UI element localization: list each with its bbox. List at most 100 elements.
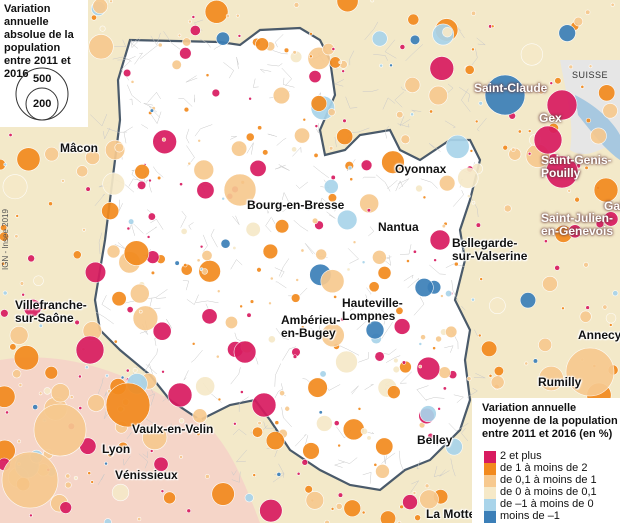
commune-border xyxy=(429,264,446,275)
population-circle xyxy=(375,464,390,479)
commune-border xyxy=(420,178,438,189)
population-circle xyxy=(91,14,97,21)
population-circle xyxy=(370,302,375,307)
population-circle xyxy=(262,149,269,156)
commune-border xyxy=(347,248,359,264)
commune-border xyxy=(358,352,370,363)
population-circle xyxy=(595,219,605,229)
commune-border xyxy=(444,345,454,353)
population-circle xyxy=(469,149,474,153)
population-circle xyxy=(128,218,135,225)
legend-label: de 1 à moins de 2 xyxy=(500,462,588,474)
commune-border xyxy=(275,164,286,170)
population-circle xyxy=(320,323,345,348)
population-circle xyxy=(370,0,375,3)
commune-border xyxy=(138,453,149,469)
commune-border xyxy=(145,364,157,374)
population-circle xyxy=(21,292,25,297)
commune-border xyxy=(163,31,181,50)
population-circle xyxy=(457,167,479,189)
population-circle xyxy=(257,420,262,426)
population-circle xyxy=(231,140,248,157)
population-circle xyxy=(366,435,372,441)
population-circle xyxy=(484,74,526,116)
commune-border xyxy=(231,471,241,483)
commune-border xyxy=(384,39,397,59)
population-circle xyxy=(352,240,357,245)
population-circle xyxy=(401,360,407,365)
population-circle xyxy=(1,451,59,509)
population-circle xyxy=(365,320,385,340)
population-circle xyxy=(19,281,25,286)
population-circle xyxy=(295,278,300,282)
population-circle xyxy=(137,516,142,522)
commune-border xyxy=(223,62,234,79)
population-circle xyxy=(368,281,380,293)
commune-border xyxy=(114,39,127,48)
population-circle xyxy=(215,31,230,46)
population-circle xyxy=(399,44,406,50)
population-circle xyxy=(72,250,82,260)
population-circle xyxy=(171,59,182,70)
population-circle xyxy=(543,239,548,244)
population-circle xyxy=(33,403,87,457)
commune-border xyxy=(383,454,387,465)
population-circle xyxy=(480,340,498,357)
population-circle xyxy=(414,278,434,298)
commune-border xyxy=(405,44,424,62)
population-circle xyxy=(432,346,436,350)
city-label-amberieu-en-bugey: Ambérieu- en-Bugey xyxy=(281,313,341,340)
population-circle xyxy=(337,443,341,448)
population-circle xyxy=(538,365,564,392)
population-circle xyxy=(310,95,328,112)
commune-border xyxy=(416,460,421,470)
population-circle xyxy=(379,510,397,523)
population-circle xyxy=(252,426,264,438)
commune-border xyxy=(397,123,410,128)
commune-border xyxy=(185,75,198,83)
credit: IGN - Insee 2019 xyxy=(1,209,10,270)
population-circle xyxy=(84,261,107,283)
population-circle xyxy=(445,290,453,298)
population-circle xyxy=(109,0,113,4)
population-circle xyxy=(605,312,617,324)
population-circle xyxy=(590,127,607,145)
population-circle xyxy=(249,159,267,177)
population-circle xyxy=(342,418,365,441)
population-circle xyxy=(76,165,89,178)
commune-border xyxy=(304,243,316,255)
population-circle xyxy=(389,63,393,68)
population-circle xyxy=(318,410,323,415)
commune-border xyxy=(403,274,414,282)
population-circle xyxy=(346,267,351,272)
population-circle xyxy=(191,15,196,19)
legend-swatch xyxy=(484,451,496,463)
population-circle xyxy=(292,50,297,55)
population-circle xyxy=(201,308,218,325)
population-circle xyxy=(437,407,441,411)
population-circle xyxy=(276,471,282,477)
commune-border xyxy=(230,367,241,385)
commune-border xyxy=(274,363,281,387)
commune-border xyxy=(413,296,425,316)
population-circle xyxy=(373,462,378,467)
population-circle xyxy=(438,174,456,192)
commune-border xyxy=(101,295,111,311)
population-circle xyxy=(196,258,201,263)
city-label-annecy: Annecy xyxy=(578,328,620,342)
population-circle xyxy=(313,152,319,158)
commune-border xyxy=(252,78,259,88)
population-circle xyxy=(237,34,242,38)
population-circle xyxy=(111,483,130,502)
population-circle xyxy=(221,196,225,201)
population-circle xyxy=(338,60,343,65)
population-circle xyxy=(593,177,619,203)
population-circle xyxy=(330,174,336,180)
population-circle xyxy=(201,250,213,262)
population-circle xyxy=(335,503,343,510)
population-circle xyxy=(584,165,589,170)
population-circle xyxy=(179,455,183,459)
population-circle xyxy=(204,474,210,479)
population-circle xyxy=(117,441,129,453)
population-circle xyxy=(478,101,483,106)
